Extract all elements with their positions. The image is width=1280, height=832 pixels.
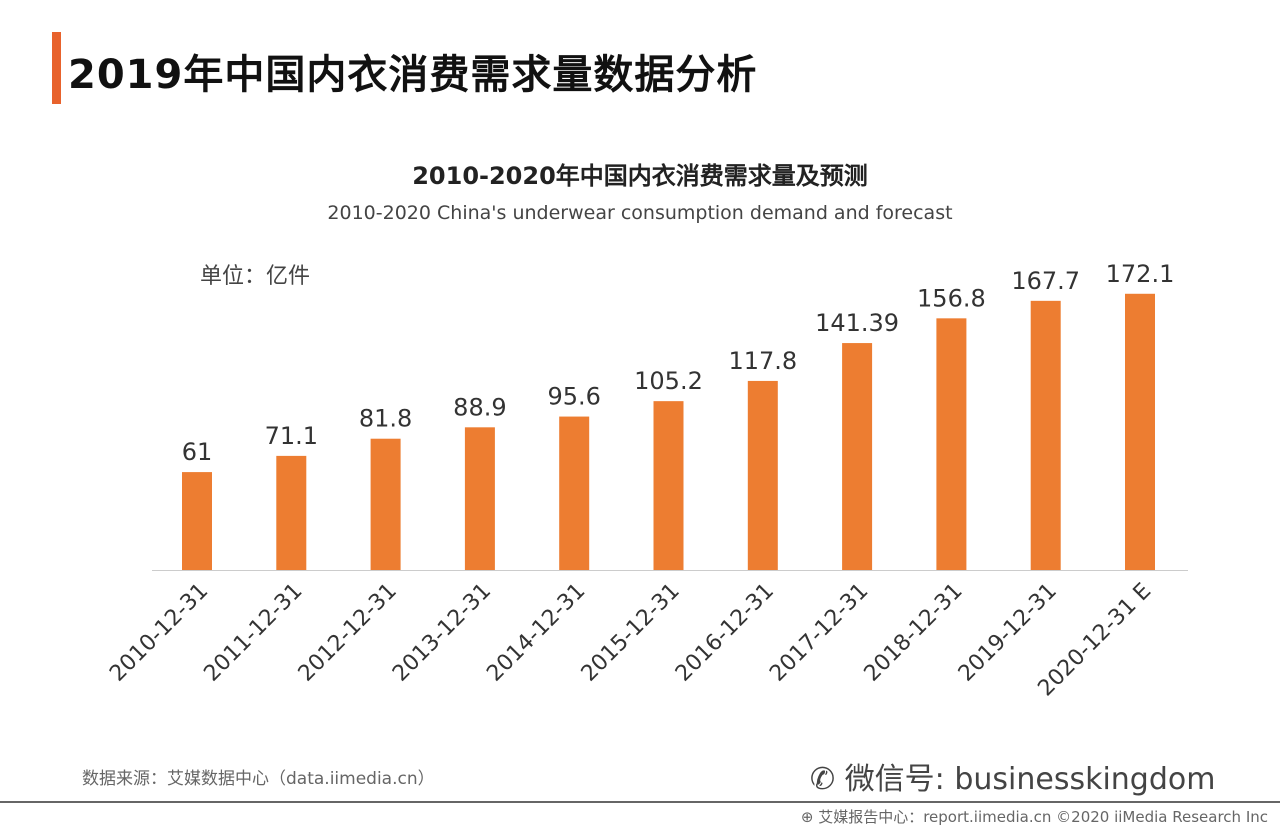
data-label: 141.39 xyxy=(815,309,899,337)
title-accent-bar xyxy=(52,32,61,104)
x-tick-label: 2014-12-31 xyxy=(482,579,590,687)
wechat-text: 微信号: businesskingdom xyxy=(844,762,1216,797)
bar-2018-12-31 xyxy=(936,318,967,570)
data-label: 71.1 xyxy=(265,422,318,450)
data-source: 数据来源：艾媒数据中心（data.iimedia.cn） xyxy=(82,769,435,789)
data-label: 81.8 xyxy=(359,405,412,433)
x-tick-label: 2012-12-31 xyxy=(294,579,402,687)
bar-2017-12-31 xyxy=(842,343,873,570)
x-tick-label: 2015-12-31 xyxy=(577,579,685,687)
copyright-text: 艾媒报告中心：report.iimedia.cn ©2020 iiMedia R… xyxy=(818,808,1268,826)
page-title: 2019年中国内衣消费需求量数据分析 xyxy=(68,52,758,98)
data-label: 117.8 xyxy=(728,347,797,375)
bar-2014-12-31 xyxy=(559,416,590,570)
unit-label: 单位：亿件 xyxy=(200,264,311,289)
bar-2015-12-31 xyxy=(653,401,684,570)
footer-divider xyxy=(0,801,1280,803)
bar-chart: 61 2010-12-31 71.1 2011-12-31 81.8 2012-12-31… xyxy=(105,260,1188,701)
data-label: 105.2 xyxy=(634,367,703,395)
bar-2011-12-31 xyxy=(276,455,307,570)
bar-2020-12-31 E xyxy=(1125,293,1155,570)
bar-2010-12-31 xyxy=(182,472,212,570)
data-label: 156.8 xyxy=(917,284,986,312)
bar-2013-12-31 xyxy=(464,427,495,570)
data-label: 61 xyxy=(182,438,213,466)
data-label: 172.1 xyxy=(1106,260,1175,288)
data-label: 95.6 xyxy=(547,383,600,411)
x-tick-label: 2011-12-31 xyxy=(199,579,307,687)
chart-subtitle: 2010-2020 China's underwear consumption … xyxy=(327,202,953,224)
x-tick-label: 2018-12-31 xyxy=(860,579,968,687)
x-tick-label: 2017-12-31 xyxy=(765,579,873,687)
globe-icon: ⊕ xyxy=(800,808,819,826)
x-tick-label: 2013-12-31 xyxy=(388,579,496,687)
bar-2016-12-31 xyxy=(747,380,778,570)
bar-2012-12-31 xyxy=(370,438,401,570)
x-tick-label: 2016-12-31 xyxy=(671,579,779,687)
wechat-id: ✆ 微信号: businesskingdom xyxy=(810,754,1215,798)
data-label: 88.9 xyxy=(453,393,506,421)
bar-2019-12-31 xyxy=(1030,300,1061,570)
wechat-icon: ✆ xyxy=(810,762,845,797)
data-label: 167.7 xyxy=(1011,267,1080,295)
chart-title: 2010-2020年中国内衣消费需求量及预测 xyxy=(412,162,868,190)
copyright: ⊕ 艾媒报告中心：report.iimedia.cn ©2020 iiMedia… xyxy=(801,806,1268,827)
x-tick-label: 2010-12-31 xyxy=(105,579,213,687)
